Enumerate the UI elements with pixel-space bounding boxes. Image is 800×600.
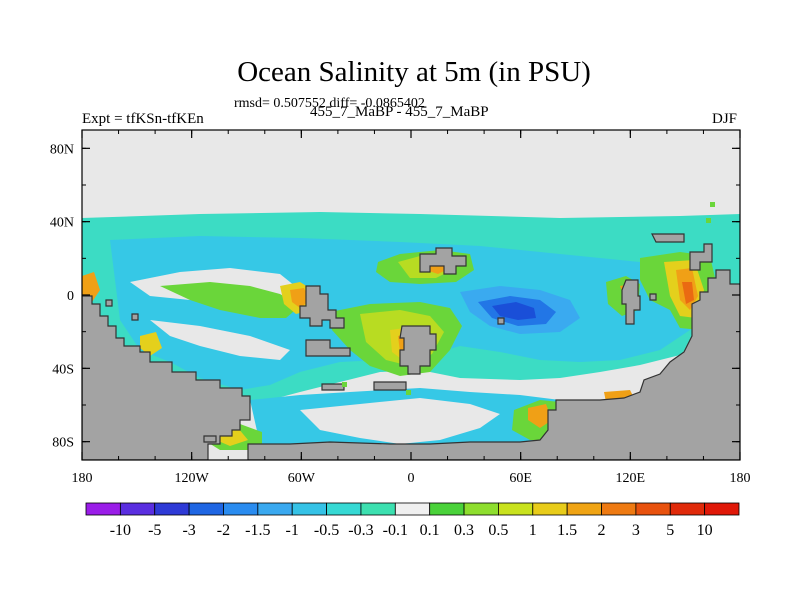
y-tick-label: 80S [52,436,74,451]
colorbar-swatch [291,502,327,516]
land-west [82,295,251,460]
colorbar-swatch [257,502,293,516]
colorbar-label: -0.3 [348,522,373,539]
land-east-island [621,279,641,325]
colorbar-swatch [498,502,534,516]
colorbar-swatch [429,502,465,516]
field-yellow-west [140,332,162,356]
field-dark-blue-indian [492,302,536,320]
field-orange-southeast [528,404,552,428]
colorbar-label: 3 [632,522,640,539]
stats-text: rmsd= 0.507552 diff= -0.0865402 [234,96,425,111]
x-tick-label: 180 [730,471,751,486]
colorbar-label: 0.5 [488,522,508,539]
colorbar-label: 1 [529,522,537,539]
land-south-small-2 [373,381,407,391]
colorbar-label: -3 [182,522,195,539]
x-tick-label: 120E [616,471,646,486]
x-tick-label: 0 [408,471,415,486]
colorbar-swatch [326,502,362,516]
x-tick-label: 60E [509,471,532,486]
colorbar-label: 10 [697,522,713,539]
colorbar-label: -0.5 [314,522,339,539]
field-green-spot-2 [710,202,715,207]
land-west-mid [305,339,351,357]
colorbar-swatch [566,502,602,516]
field-green-spot-4 [406,390,411,395]
colorbar-label: 0.1 [420,522,440,539]
land-islet-1 [497,317,505,325]
colorbar-label: 2 [598,522,606,539]
season-label: DJF [712,111,738,127]
difference-label: 455_7_MaBP - 455_7_MaBP [310,104,489,120]
x-tick-label: 120W [175,471,210,486]
x-axis: 180 120W 60W 0 60E 120E 180 [72,130,751,486]
y-axis: 80N 40N 0 40S 80S [50,142,740,451]
land-islet-3 [131,313,139,321]
land-south-small-1 [321,383,345,391]
land [82,233,740,460]
land-north [419,247,467,275]
colorbar-label: -1.5 [245,522,270,539]
y-tick-label: 40N [50,216,74,231]
land-central-south [399,325,437,375]
colorbar-swatch [704,502,740,516]
land-islet-2 [105,299,113,307]
colorbar-swatch [635,502,671,516]
colorbar-label: 5 [666,522,674,539]
land-east-upper [651,233,685,243]
colorbar-swatch [601,502,637,516]
colorbar: -10 -5 -3 -2 -1.5 -1 -0.5 -0.3 -0.1 0.1 0.3 0.5 1 1.5… [85,502,740,539]
colorbar-label: -2 [217,522,230,539]
colorbar-swatch [188,502,224,516]
land-islet-4 [649,293,657,301]
y-tick-label: 80N [50,142,74,157]
y-tick-label: 40S [52,362,74,377]
x-tick-label: 180 [72,471,93,486]
colorbar-swatch [360,502,396,516]
y-tick-label: 0 [67,289,74,304]
land-americas [299,285,345,329]
colorbar-swatch [154,502,190,516]
field-orange-pacific [290,288,310,308]
colorbar-label: 0.3 [454,522,474,539]
field-neutral-pacific-2 [150,320,290,360]
field-red-orange-east [682,282,694,304]
field-green-pacific [160,282,300,318]
colorbar-label: -0.1 [383,522,408,539]
land-east-coast [689,243,713,271]
colorbar-swatch [394,502,431,516]
plot-title: Ocean Salinity at 5m (in PSU) [237,56,591,88]
land-sw-small [203,435,217,443]
colorbar-label: 1.5 [557,522,577,539]
experiment-label: Expt = tfKSn-tfKEn [82,111,204,127]
x-tick-label: 60W [288,471,316,486]
field-neutral-south [300,398,500,444]
land-south [247,269,740,460]
colorbar-swatch [532,502,568,516]
field-green-spot-3 [342,382,347,387]
colorbar-label: -5 [148,522,161,539]
colorbar-label: -1 [286,522,299,539]
colorbar-swatch [85,502,121,516]
map-field [82,130,740,460]
colorbar-swatch [119,502,156,516]
colorbar-swatch [669,502,706,516]
colorbar-label: -10 [110,522,131,539]
field-green-spot-1 [706,218,711,223]
colorbar-swatch [463,502,499,516]
colorbar-swatch [223,502,259,516]
